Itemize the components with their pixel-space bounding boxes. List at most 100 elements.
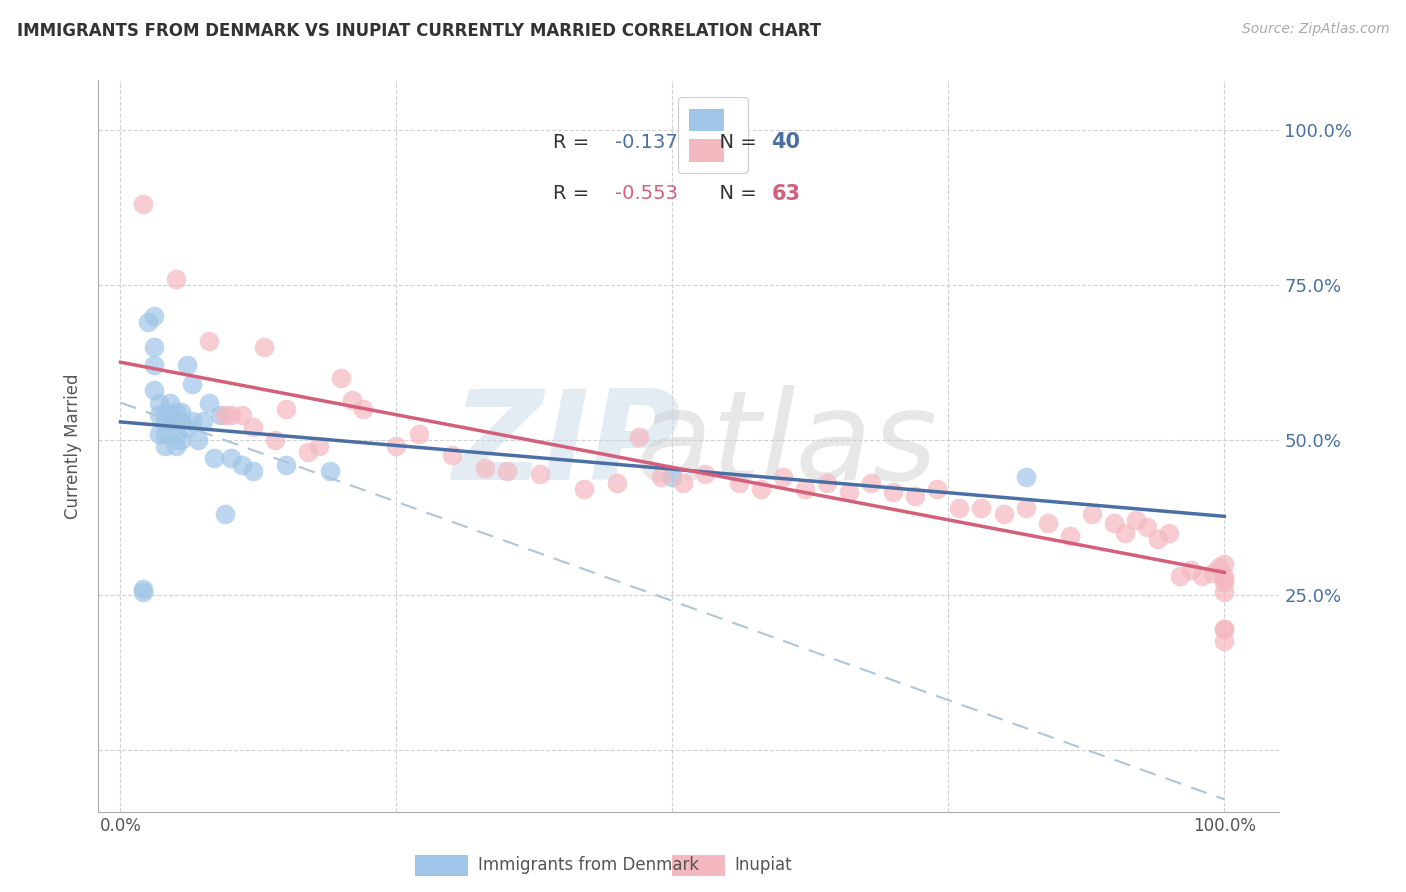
Point: [274, 458, 297, 472]
Text: Inupiat: Inupiat: [734, 856, 792, 874]
Point: [838, 485, 860, 500]
Point: [181, 377, 204, 392]
Point: [1102, 516, 1125, 531]
Point: [231, 408, 253, 422]
Point: [1136, 519, 1159, 533]
Point: [153, 414, 176, 428]
Point: [297, 445, 319, 459]
Point: [672, 476, 695, 491]
Point: [148, 426, 170, 441]
Point: [474, 460, 496, 475]
Point: [650, 470, 672, 484]
Point: [1125, 513, 1147, 527]
Text: N =: N =: [707, 184, 762, 203]
Point: [1213, 557, 1236, 571]
Point: [1191, 569, 1213, 583]
Legend: , : ,: [678, 97, 748, 173]
Point: [176, 420, 198, 434]
Point: [142, 359, 165, 373]
Point: [142, 340, 165, 354]
Point: [1213, 622, 1236, 636]
Point: [142, 309, 165, 323]
Point: [1168, 569, 1191, 583]
Point: [1208, 560, 1230, 574]
Point: [1180, 563, 1202, 577]
Point: [159, 395, 181, 409]
Text: Immigrants from Denmark: Immigrants from Denmark: [478, 856, 699, 874]
Text: IMMIGRANTS FROM DENMARK VS INUPIAT CURRENTLY MARRIED CORRELATION CHART: IMMIGRANTS FROM DENMARK VS INUPIAT CURRE…: [17, 22, 821, 40]
Point: [148, 395, 170, 409]
Point: [1147, 532, 1170, 546]
Point: [165, 426, 187, 441]
Point: [153, 405, 176, 419]
Point: [202, 451, 225, 466]
Point: [131, 197, 153, 211]
Point: [1014, 470, 1036, 484]
Point: [131, 582, 153, 596]
Point: [198, 334, 221, 348]
Point: [904, 489, 927, 503]
Point: [153, 426, 176, 441]
Point: [860, 476, 883, 491]
Point: [1059, 529, 1081, 543]
Point: [165, 414, 187, 428]
Point: [242, 420, 264, 434]
Point: [695, 467, 717, 481]
Point: [170, 414, 193, 428]
Point: [214, 507, 236, 521]
Point: [214, 408, 236, 422]
Point: [385, 439, 408, 453]
Text: R =: R =: [553, 133, 596, 152]
Point: [1213, 634, 1236, 648]
Text: N =: N =: [707, 133, 762, 152]
Point: [264, 433, 287, 447]
Point: [661, 470, 683, 484]
Point: [148, 408, 170, 422]
Text: Source: ZipAtlas.com: Source: ZipAtlas.com: [1241, 22, 1389, 37]
Point: [253, 340, 276, 354]
Point: [330, 371, 353, 385]
Point: [1213, 622, 1236, 636]
Text: -0.137: -0.137: [614, 133, 678, 152]
Point: [793, 483, 815, 497]
Point: [440, 448, 463, 462]
Text: -0.553: -0.553: [614, 184, 678, 203]
Point: [606, 476, 628, 491]
Point: [193, 414, 215, 428]
Point: [993, 507, 1015, 521]
Point: [1213, 575, 1236, 590]
Point: [242, 464, 264, 478]
Point: [1213, 584, 1236, 599]
Point: [1213, 569, 1236, 583]
Point: [1213, 572, 1236, 586]
Point: [572, 483, 595, 497]
Text: 63: 63: [772, 184, 800, 203]
Point: [1114, 525, 1136, 540]
Point: [815, 476, 838, 491]
Point: [495, 464, 517, 478]
Point: [749, 483, 772, 497]
Point: [1202, 566, 1225, 580]
Point: [342, 392, 364, 407]
Point: [970, 500, 993, 515]
Y-axis label: Currently Married: Currently Married: [65, 373, 83, 519]
Point: [165, 439, 187, 453]
Point: [219, 408, 242, 422]
Point: [1014, 500, 1036, 515]
Point: [159, 408, 181, 422]
Point: [176, 359, 198, 373]
Point: [136, 315, 159, 329]
Point: [198, 395, 221, 409]
Point: [274, 401, 297, 416]
Point: [1081, 507, 1104, 521]
Point: [165, 271, 187, 285]
Text: R =: R =: [553, 184, 596, 203]
Point: [628, 430, 651, 444]
Point: [1157, 525, 1180, 540]
Point: [187, 433, 209, 447]
Point: [308, 439, 330, 453]
Point: [165, 405, 187, 419]
Text: 40: 40: [772, 132, 800, 153]
Point: [153, 439, 176, 453]
Point: [170, 405, 193, 419]
